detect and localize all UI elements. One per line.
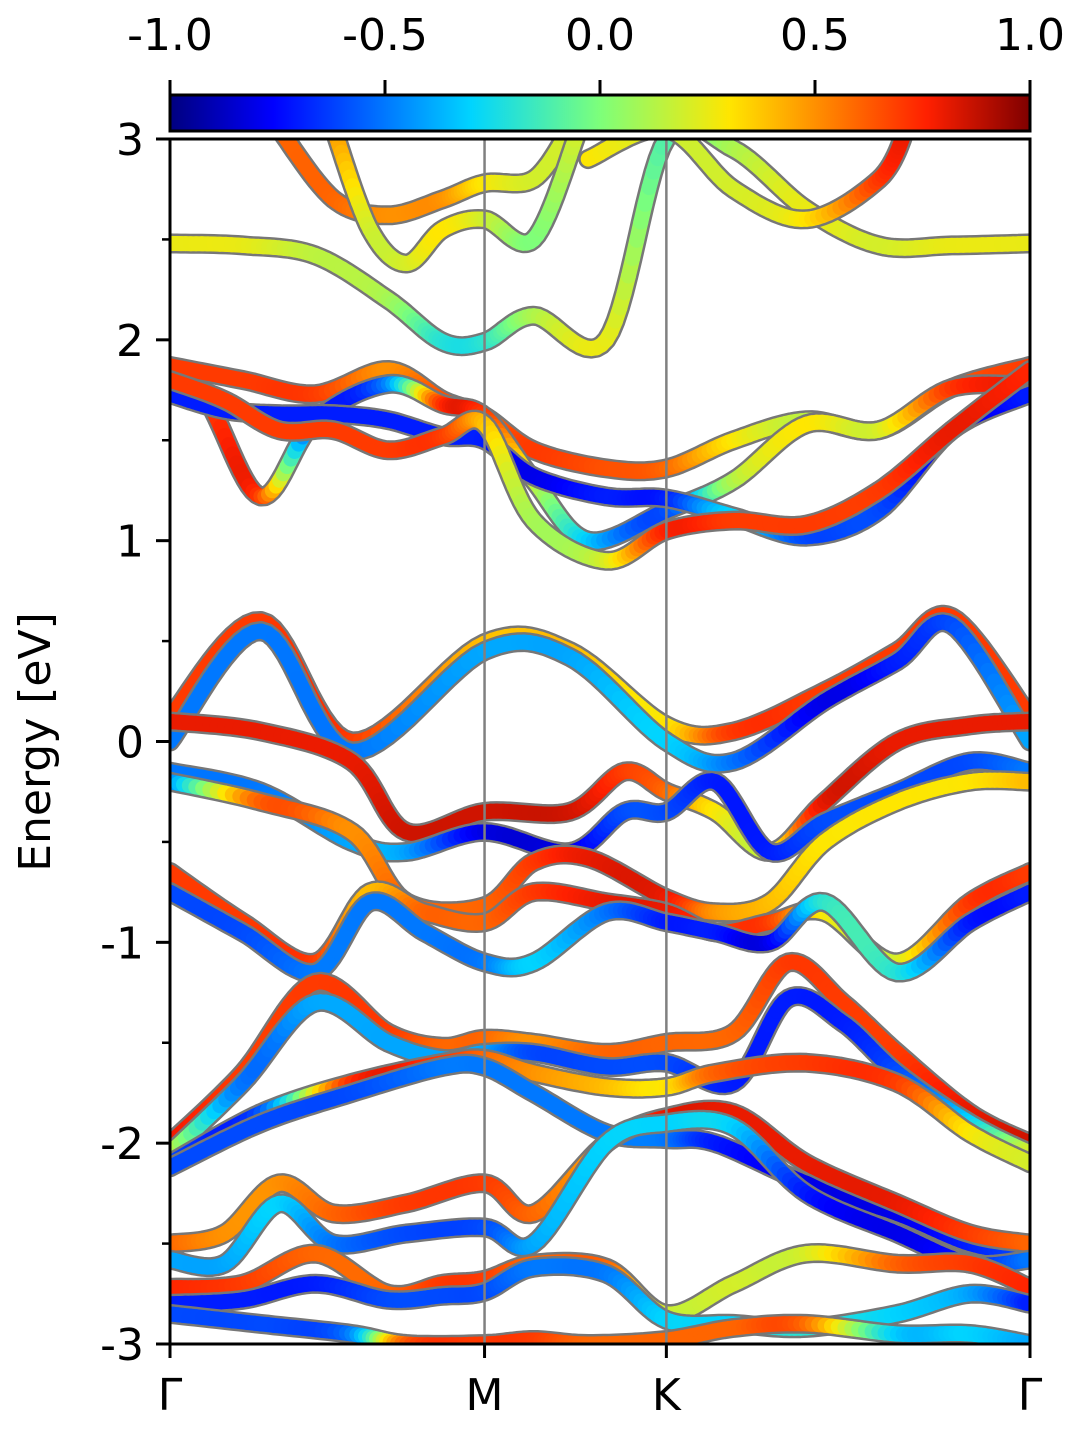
y-tick-label: -2 [100, 1119, 144, 1170]
colorbar-tick-label: 1.0 [995, 10, 1065, 61]
band-segment [557, 139, 573, 145]
y-tick-label: -3 [100, 1320, 144, 1371]
band-17 [170, 1099, 1030, 1254]
band-segment [622, 139, 642, 145]
band-18 [170, 1109, 1030, 1278]
band-22 [274, 139, 576, 226]
band-12 [170, 882, 1030, 983]
x-tick-label: Γ [158, 1370, 183, 1421]
band-segment [896, 139, 911, 145]
band-lines [170, 139, 1030, 1344]
kpoint-lines [483, 139, 668, 1344]
band-23 [326, 139, 587, 274]
x-tick-label: M [466, 1370, 504, 1421]
y-tick-label: 3 [116, 115, 144, 166]
band-24 [578, 139, 913, 230]
y-tick-label: 0 [116, 718, 144, 769]
band-segment [671, 139, 689, 144]
y-tick-label: 1 [116, 517, 144, 568]
colorbar-tick-label: -1.0 [127, 10, 213, 61]
y-tick-label: -1 [100, 918, 144, 969]
y-tick-label: 2 [116, 316, 144, 367]
y-axis-label: Energy [eV] [10, 612, 61, 872]
colorbar: -1.0 -0.5 0.0 0.5 1.0 [127, 10, 1065, 133]
colorbar-tick-label: 0.0 [565, 10, 635, 61]
band-5 [170, 360, 1030, 571]
colorbar-tick-label: -0.5 [342, 10, 428, 61]
band-10 [170, 770, 1030, 923]
y-axis-ticks: -3 -2 -1 0 1 2 3 [100, 115, 170, 1371]
colorbar-gradient [168, 93, 1032, 133]
x-tick-label: K [652, 1370, 682, 1421]
x-tick-label: Γ [1018, 1370, 1043, 1421]
colorbar-tick-label: 0.5 [780, 10, 850, 61]
band-segment [704, 139, 721, 144]
colorbar-ticks: -1.0 -0.5 0.0 0.5 1.0 [127, 10, 1065, 95]
